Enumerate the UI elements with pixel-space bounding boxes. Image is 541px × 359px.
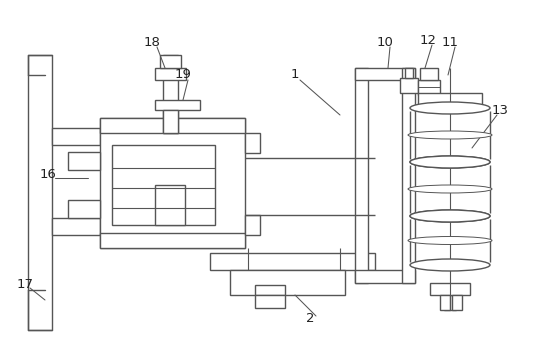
Text: 2: 2 — [306, 312, 314, 325]
Bar — [402, 68, 415, 283]
Bar — [430, 283, 470, 295]
Bar — [28, 55, 52, 330]
Bar — [245, 133, 260, 153]
Bar — [155, 185, 185, 225]
Bar — [68, 200, 100, 218]
Bar — [355, 68, 415, 80]
Bar — [155, 68, 186, 80]
Bar — [112, 145, 215, 225]
Ellipse shape — [408, 131, 492, 139]
Bar — [255, 295, 285, 308]
Bar — [405, 68, 413, 78]
Bar — [440, 212, 460, 221]
Bar — [420, 68, 438, 80]
Text: 12: 12 — [419, 33, 437, 47]
Bar — [163, 55, 178, 133]
Bar — [68, 152, 100, 170]
Bar — [418, 80, 440, 95]
Text: 18: 18 — [143, 36, 161, 48]
Bar — [155, 100, 200, 110]
Bar — [255, 285, 285, 295]
Bar — [52, 128, 100, 145]
Ellipse shape — [410, 210, 490, 222]
Bar — [210, 253, 375, 270]
Bar — [452, 295, 462, 310]
Bar — [52, 218, 100, 235]
Ellipse shape — [410, 156, 490, 168]
Text: 13: 13 — [492, 103, 509, 117]
Ellipse shape — [410, 259, 490, 271]
Bar — [100, 233, 245, 248]
Ellipse shape — [410, 156, 490, 168]
Bar — [230, 270, 345, 295]
Ellipse shape — [408, 185, 492, 193]
Bar — [160, 55, 181, 68]
Bar — [444, 295, 456, 310]
Bar — [440, 158, 460, 167]
Bar — [400, 78, 418, 93]
Bar — [163, 110, 178, 133]
Ellipse shape — [408, 237, 492, 244]
Text: 16: 16 — [39, 168, 56, 182]
Bar — [355, 270, 415, 283]
Bar — [418, 93, 482, 108]
Ellipse shape — [410, 102, 490, 114]
Bar — [245, 215, 260, 235]
Bar — [355, 68, 368, 283]
Ellipse shape — [410, 210, 490, 222]
Text: 10: 10 — [377, 36, 393, 48]
Text: 11: 11 — [441, 36, 459, 48]
Bar — [100, 118, 245, 248]
Bar — [100, 118, 245, 133]
Text: 1: 1 — [291, 69, 299, 81]
Text: 19: 19 — [175, 69, 192, 81]
Text: 17: 17 — [16, 279, 34, 292]
Bar — [440, 295, 450, 310]
